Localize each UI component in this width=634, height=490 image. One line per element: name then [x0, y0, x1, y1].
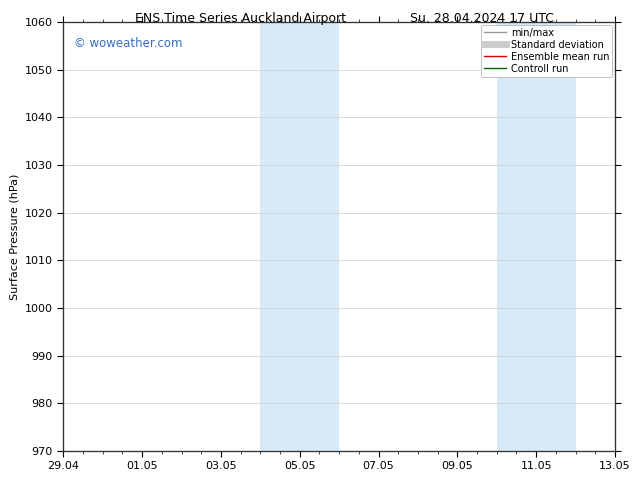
Bar [497, 22, 576, 451]
Bar [261, 22, 339, 451]
Text: ENS Time Series Auckland Airport: ENS Time Series Auckland Airport [136, 12, 346, 25]
Text: Su. 28.04.2024 17 UTC: Su. 28.04.2024 17 UTC [410, 12, 554, 25]
Legend: min/max, Standard deviation, Ensemble mean run, Controll run: min/max, Standard deviation, Ensemble me… [481, 25, 612, 76]
Y-axis label: Surface Pressure (hPa): Surface Pressure (hPa) [10, 173, 19, 299]
Text: © woweather.com: © woweather.com [74, 37, 183, 50]
